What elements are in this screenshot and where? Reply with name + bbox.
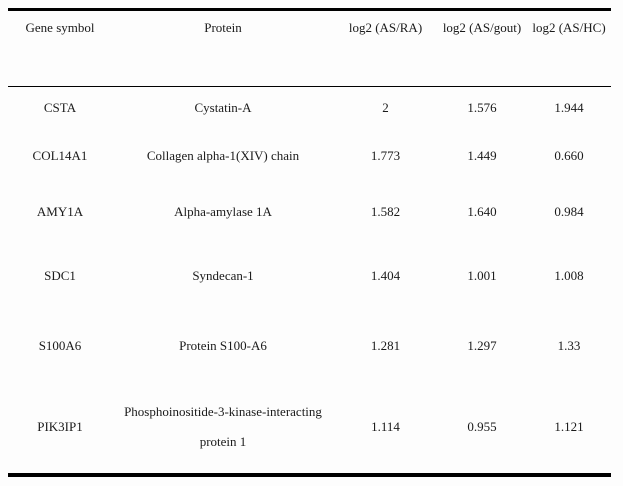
cell-gene-symbol: AMY1A: [36, 204, 84, 219]
cell-log2-as-ra: 1.114: [371, 419, 400, 434]
column-header-gene-symbol: Gene symbol: [8, 9, 112, 87]
cell-log2-as-gout: 1.001: [467, 267, 497, 283]
table-row: S100A6 Protein S100-A6 1.281 1.297 1.33: [8, 310, 611, 382]
cell-log2-as-ra: 2: [382, 100, 389, 116]
cell-log2-as-hc: 0.984: [554, 204, 584, 219]
cell-protein: Cystatin-A: [194, 100, 252, 116]
table-row: PIK3IP1 Phosphoinositide-3-kinase-intera…: [8, 382, 611, 475]
cell-log2-as-gout: 1.297: [467, 337, 497, 353]
cell-log2-as-gout: 1.640: [467, 204, 497, 219]
cell-protein: Protein S100-A6: [179, 337, 267, 353]
gene-protein-log2-table: Gene symbol Protein log2 (AS/RA) log2 (A…: [8, 8, 611, 477]
cell-gene-symbol: PIK3IP1: [37, 419, 83, 434]
cell-log2-as-gout: 1.576: [467, 100, 497, 116]
table-row: COL14A1 Collagen alpha-1(XIV) chain 1.77…: [8, 130, 611, 183]
cell-gene-symbol: SDC1: [44, 267, 76, 283]
cell-log2-as-hc: 0.660: [554, 148, 584, 163]
cell-log2-as-gout: 1.449: [467, 148, 497, 163]
cell-log2-as-ra: 1.582: [370, 204, 401, 219]
cell-protein: Alpha-amylase 1A: [174, 204, 272, 219]
cell-log2-as-gout: 0.955: [467, 419, 497, 434]
cell-gene-symbol: S100A6: [38, 337, 82, 353]
table-row: AMY1A Alpha-amylase 1A 1.582 1.640 0.984: [8, 183, 611, 242]
cell-log2-as-hc: 1.944: [554, 100, 584, 116]
column-header-log2-as-ra: log2 (AS/RA): [334, 9, 437, 87]
cell-log2-as-hc: 1.121: [554, 419, 584, 434]
cell-gene-symbol: COL14A1: [32, 148, 88, 163]
cell-log2-as-ra: 1.281: [370, 337, 401, 353]
cell-log2-as-ra: 1.773: [370, 148, 401, 163]
cell-log2-as-ra: 1.404: [370, 267, 401, 283]
cell-protein: Syndecan-1: [192, 267, 254, 283]
column-header-protein: Protein: [112, 9, 334, 87]
column-header-log2-as-gout: log2 (AS/gout): [437, 9, 527, 87]
cell-protein: Collagen alpha-1(XIV) chain: [146, 148, 300, 163]
cell-protein: Phosphoinositide-3-kinase-interacting pr…: [124, 404, 322, 449]
cell-gene-symbol: CSTA: [43, 100, 77, 116]
table-row: SDC1 Syndecan-1 1.404 1.001 1.008: [8, 242, 611, 310]
cell-log2-as-hc: 1.33: [557, 337, 581, 353]
table-header-row: Gene symbol Protein log2 (AS/RA) log2 (A…: [8, 9, 611, 87]
table-row: CSTA Cystatin-A 2 1.576 1.944: [8, 87, 611, 130]
column-header-log2-as-hc: log2 (AS/HC): [527, 9, 611, 87]
cell-log2-as-hc: 1.008: [554, 267, 584, 283]
